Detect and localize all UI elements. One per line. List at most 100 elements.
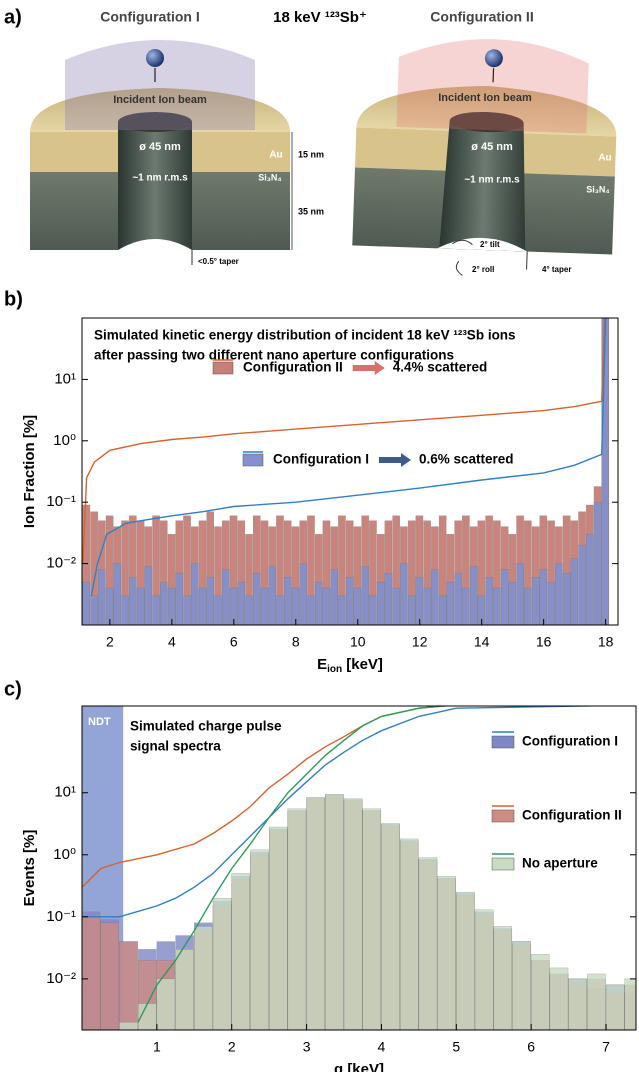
layer-label: Si₃N₄: [586, 184, 609, 194]
histogram-bar: [322, 587, 331, 625]
histogram-bar: [276, 515, 284, 625]
histogram-bar: [362, 808, 382, 1030]
panel-a-text: a) Configuration I 18 keV ¹²³Sb⁺ Configu…: [4, 6, 612, 274]
thickness-label: 35 nm: [298, 206, 324, 216]
legend-arrow: [352, 361, 385, 375]
histogram-bar: [105, 515, 114, 625]
legend-arrow: [378, 453, 411, 467]
x-axis-label-part: ion: [327, 664, 342, 675]
x-tick-label: 8: [292, 634, 300, 650]
annotation: Simulated kinetic energy distribution of…: [94, 328, 516, 343]
histogram-bar: [418, 857, 438, 1030]
histogram-bar: [392, 515, 400, 625]
layer-label: Au: [598, 153, 611, 164]
histogram-bar: [454, 572, 462, 625]
histogram-bar: [291, 526, 300, 625]
histogram-bar: [493, 926, 513, 1030]
histogram-bar: [568, 978, 587, 1030]
chart: c) NDT 10⁻² 10⁻¹ 10⁰ 10¹ 1 2 3 4 5 6 7 Events [%] q [k…: [4, 678, 637, 1072]
x-tick-label: 7: [602, 1039, 610, 1055]
histogram-bar: [90, 595, 98, 625]
beam-label: Incident Ion beam: [113, 94, 207, 106]
histogram-bar: [156, 978, 176, 1030]
taper-label: 4° taper: [542, 265, 571, 274]
histogram-bar: [214, 526, 222, 625]
histogram-bar: [82, 504, 91, 625]
histogram-bar: [508, 581, 517, 625]
histogram-bar: [314, 581, 323, 625]
legend-swatch: [212, 361, 234, 375]
histogram-bar: [136, 587, 145, 625]
histogram-bar: [212, 898, 232, 1030]
x-tick-label: 14: [474, 634, 490, 650]
x-tick-label: 6: [230, 634, 238, 650]
histogram-bar: [586, 534, 594, 625]
diameter-label: ø 45 nm: [139, 141, 181, 153]
histogram-bar: [284, 577, 292, 625]
plot-area: [82, 318, 610, 625]
layer-label: Au: [269, 150, 282, 161]
histogram-bar: [119, 1022, 138, 1030]
histogram-bar: [485, 577, 493, 625]
histogram-bar: [462, 587, 470, 625]
histogram-bar: [438, 595, 447, 625]
annotation: Simulated charge pulse: [130, 719, 282, 734]
histogram-bar: [469, 566, 478, 625]
panel-label: b): [4, 288, 23, 310]
cumulative-line: [82, 706, 621, 918]
histogram-bar: [144, 566, 153, 625]
histogram-bar: [539, 569, 548, 625]
annotation: signal spectra: [130, 739, 221, 754]
histogram-bar: [601, 318, 610, 625]
histogram-bar: [474, 909, 494, 1030]
histogram-bar: [152, 515, 160, 625]
histogram-bar: [222, 569, 230, 625]
legend-label: Configuration II: [522, 808, 622, 823]
histogram-bar: [407, 595, 416, 625]
histogram-bar: [353, 526, 362, 625]
histogram-bar: [431, 569, 439, 625]
histogram-bar: [229, 515, 238, 625]
histogram-bar: [446, 581, 455, 625]
y-tick-label: 10⁻¹: [46, 493, 76, 510]
cumulative-line: [90, 318, 607, 596]
histogram-bar: [183, 515, 191, 625]
sample-right: [352, 39, 617, 276]
histogram-bar: [570, 558, 579, 625]
cumulative-line: [82, 318, 606, 564]
histogram-bar: [253, 515, 261, 625]
histogram-bar: [306, 796, 325, 1030]
legend-label: Configuration II: [243, 360, 343, 375]
histogram-bar: [206, 577, 215, 625]
histogram-bar: [253, 572, 261, 625]
histogram-bar: [237, 581, 245, 625]
y-tick-label: 10¹: [54, 370, 76, 387]
legend-note: 0.6% scattered: [419, 452, 514, 467]
histogram-bar: [493, 587, 501, 625]
histogram-bar: [338, 595, 346, 625]
histogram-bar: [268, 566, 276, 625]
histogram-bar: [531, 577, 540, 625]
legend-swatch: [242, 453, 264, 467]
histogram-bar: [175, 572, 184, 625]
beam-label: Incident Ion beam: [438, 92, 532, 104]
histogram-bar: [194, 926, 213, 1030]
legend-label: Configuration I: [273, 452, 369, 467]
histogram-bar: [119, 941, 138, 1030]
histogram-bar: [82, 916, 101, 1030]
x-tick-label: 6: [527, 1039, 535, 1055]
histogram-bar: [423, 587, 431, 625]
plot-area: [82, 706, 636, 1030]
histogram-bar: [307, 595, 315, 625]
histogram-bar: [400, 838, 419, 1030]
panel-label: a): [4, 6, 22, 28]
histogram-bar: [250, 849, 269, 1030]
tilt-label: 2° tilt: [480, 240, 500, 249]
histogram-bar: [562, 572, 571, 625]
x-axis-label-part: E: [317, 656, 327, 673]
roughness-label: ~1 nm r.m.s: [132, 173, 188, 184]
histogram-bar: [183, 595, 191, 625]
chart: b) 10⁻² 10⁻¹ 10⁰ 10¹ 2 4 6 8 10 12 14 16 18 Ion Fracti…: [4, 288, 619, 675]
histogram-bar: [477, 595, 486, 625]
histogram-bar: [260, 587, 269, 625]
